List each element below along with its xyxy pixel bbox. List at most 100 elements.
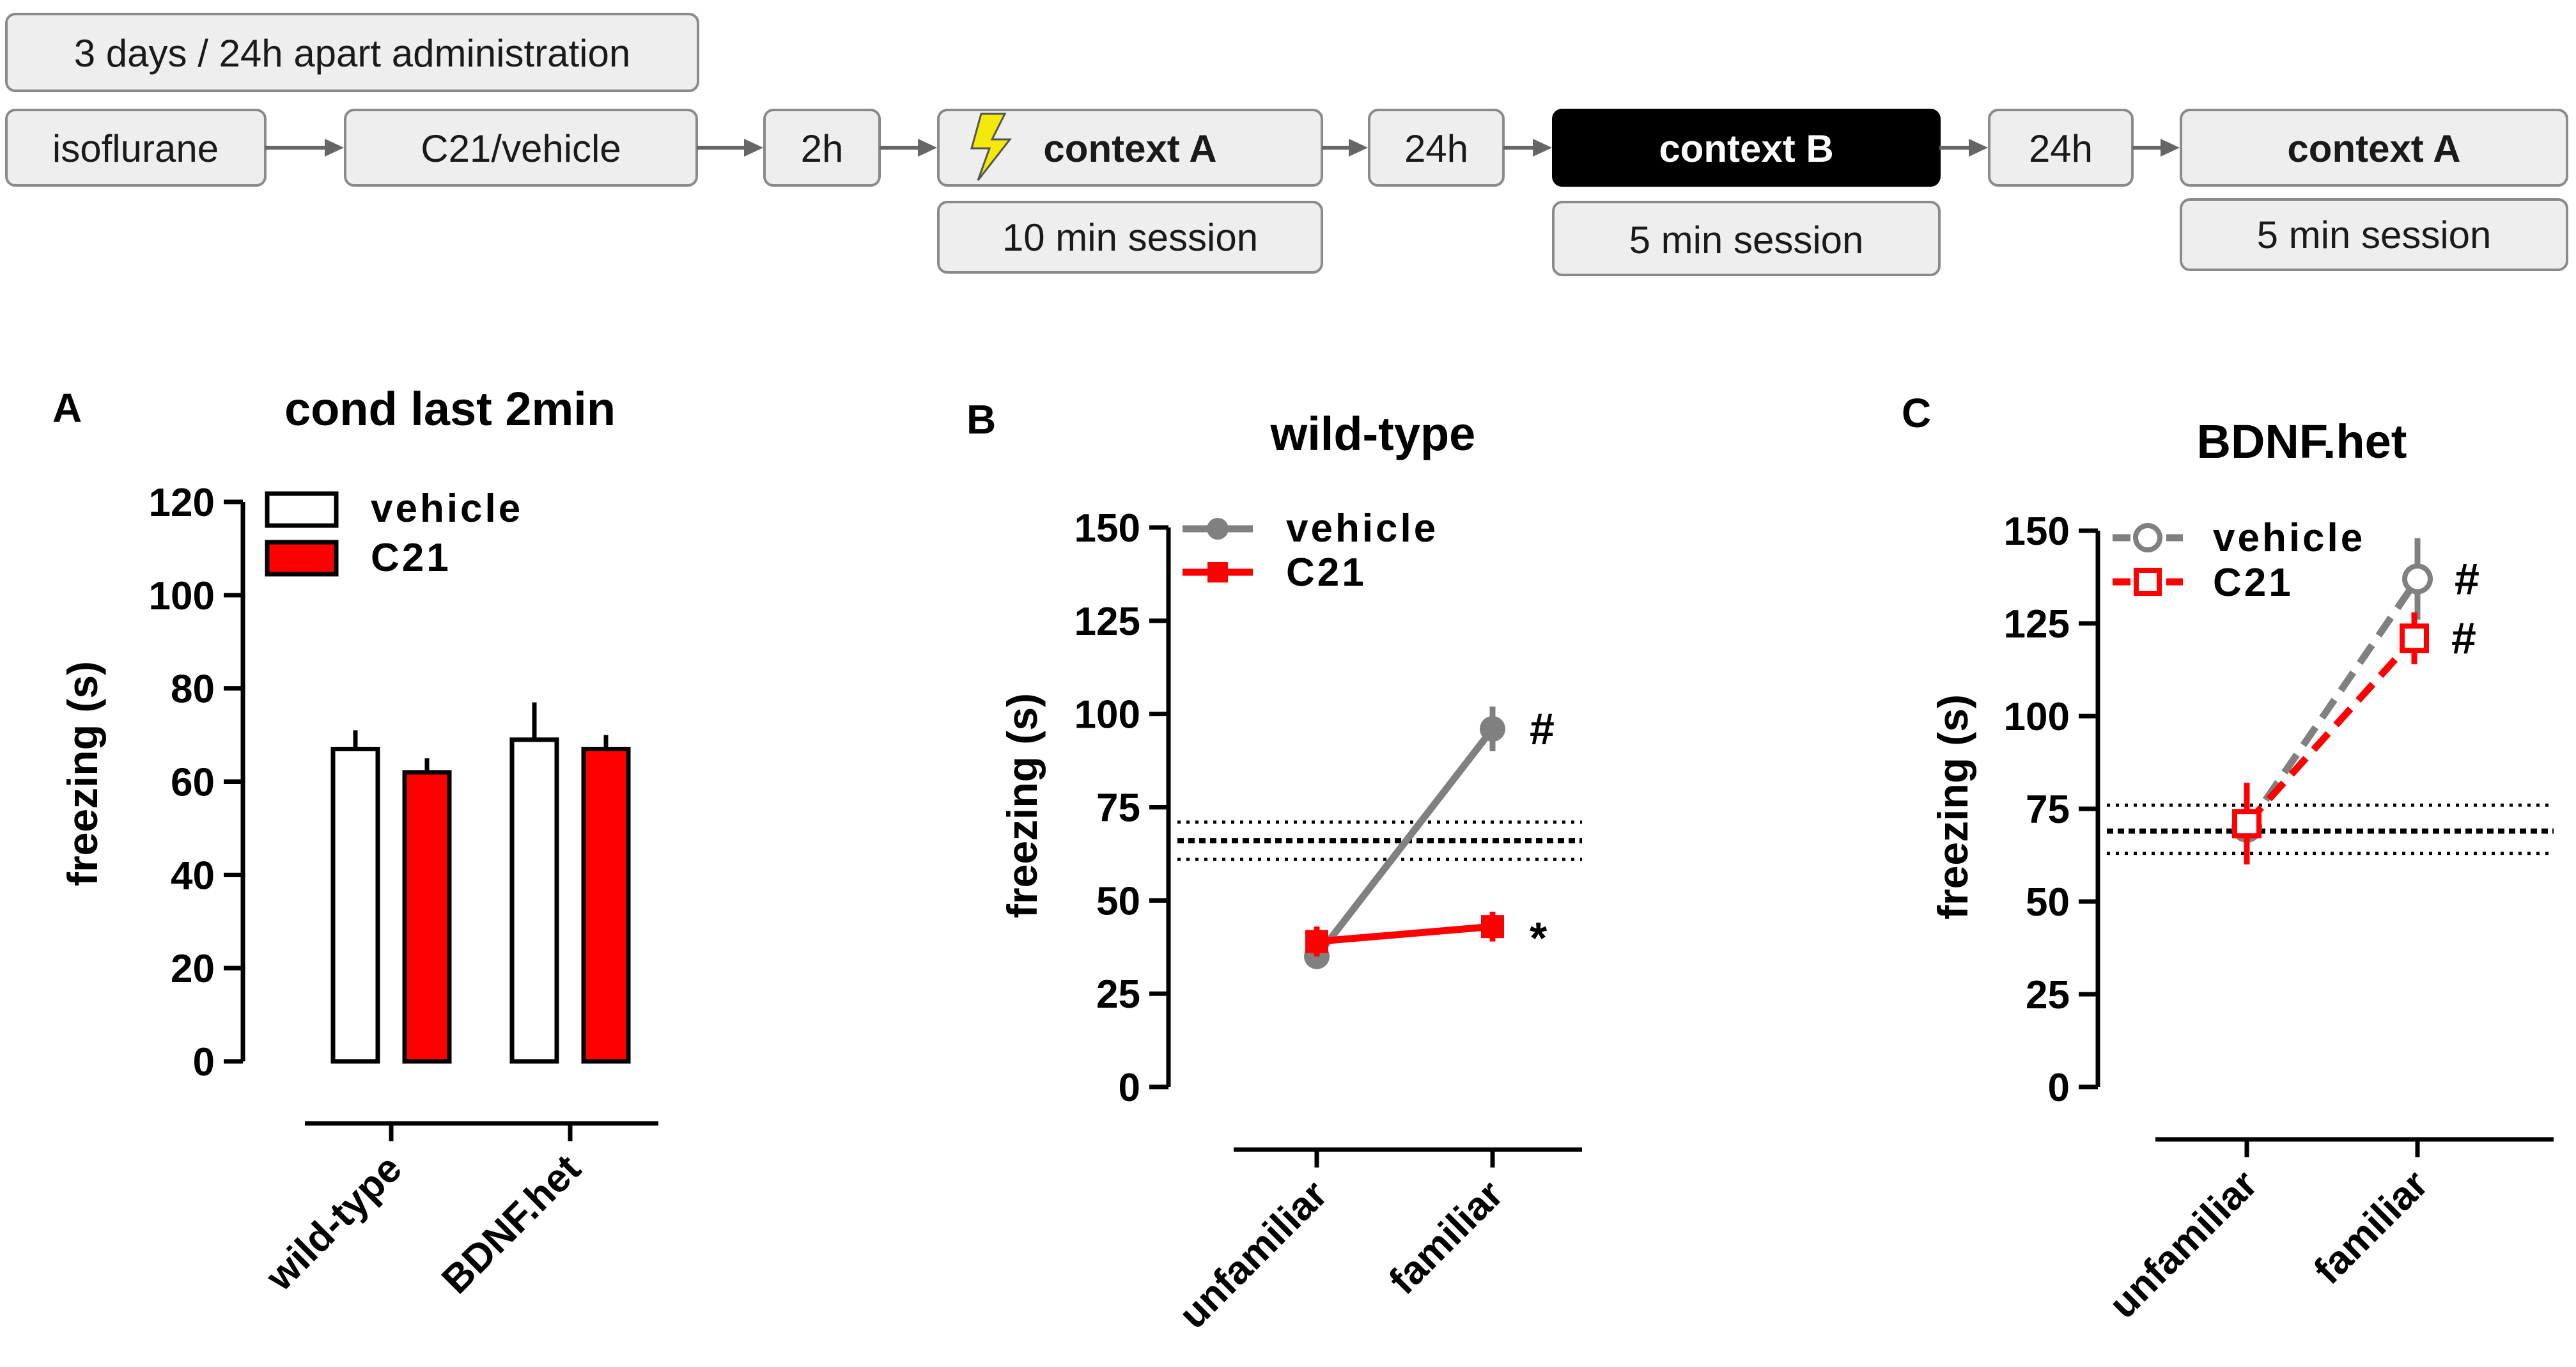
panel-b-legend: vehicle C21 [1183,506,1438,595]
panel-letter-a: A [52,385,82,431]
session-1-box [937,201,1323,274]
panel-b-y-tick-label: 0 [1119,1066,1140,1110]
panel-b-y-tick-label: 75 [1096,786,1140,831]
panel-c-series: ## [2231,538,2479,864]
flow-arrows [265,139,2180,157]
panel-b-y-axis-title: freezing (s) [998,693,1046,918]
panel-a-y-tick-label: 100 [149,574,215,618]
panel-c-point-vehicle [2402,563,2433,595]
panel-b-point-c21 [1305,930,1328,953]
panel-b-series-line-vehicle [1314,726,1496,959]
panel-c-significance-mark-c21: # [2451,613,2476,663]
panel-c-title: BDNF.het [2197,415,2407,468]
legend-label-c21: C21 [371,536,451,580]
panel-letter-b: B [966,396,996,442]
panel-b-y-ticks: 0 25 50 75 100 125 150 [1075,506,1168,1110]
panel-c-legend: vehicle C21 [2113,516,2365,605]
panel-c-significance-mark-vehicle: # [2455,554,2479,604]
panel-a-y-tick-label: 40 [171,854,215,898]
lightning-bolt-icon [970,113,1013,181]
step-context-a-test: context A [2287,127,2460,170]
panel-a-x-category-label: BDNF.het [433,1146,589,1302]
panel-a-legend: vehicle C21 [265,487,523,580]
session-2-label: 5 min session [1629,219,1864,262]
panel-letter-c: C [1902,390,1931,436]
panel-b-baseline-band [1177,820,1582,861]
legend-marker-c21 [2134,568,2162,596]
repeat-label: 3 days / 24h apart administration [74,32,631,75]
panel-a-y-ticks: 0 20 40 60 80 100 120 [149,481,243,1084]
panel-b-series: #* [1304,704,1555,969]
panel-c-y-tick-label: 125 [2004,602,2070,646]
legend-label-vehicle: vehicle [2213,516,2365,560]
panel-a-bar-c21 [581,746,631,1064]
legend-marker-vehicle [1207,518,1229,540]
panel-a-x-categories: wild-type BDNF.het [257,1123,589,1302]
session-1-label: 10 min session [1002,216,1258,259]
panel-c-point-c21 [2400,623,2429,653]
panel-b-point-c21 [1481,915,1504,939]
panel-b-significance-mark-vehicle: # [1530,704,1555,754]
panel-b-y-tick-label: 125 [1075,600,1140,644]
legend-marker-c21 [1207,562,1228,582]
panel-a-title: cond last 2min [284,382,616,435]
step-wait-24h-2: 24h [2029,127,2093,170]
legend-swatch-vehicle [265,491,339,528]
repeat-label-box [5,13,699,92]
panel-c-baseline-band [2107,803,2554,855]
panel-c-y-tick-label: 100 [2004,695,2070,739]
panel-a-x-category-label: wild-type [257,1146,410,1299]
legend-label-c21: C21 [2213,561,2293,605]
panel-c-y-ticks: 0 25 50 75 100 125 150 [2004,510,2098,1110]
panel-a-bar-vehicle [330,746,380,1064]
panel-c-line-chart: C BDNF.het freezing (s) 0 25 50 75 100 125 150… [1902,390,2554,1327]
panel-c-x-category-label: unfamiliar [2101,1162,2266,1327]
panel-c-y-tick-label: 75 [2026,788,2070,832]
panel-c-y-tick-label: 25 [2026,973,2070,1017]
step-isoflurane: isoflurane [52,127,219,170]
panel-a-y-axis-title: freezing (s) [59,661,106,886]
step-wait-24h-1: 24h [1404,127,1468,170]
panel-b-y-tick-label: 100 [1075,693,1140,737]
legend-marker-vehicle [2133,523,2162,552]
panel-b-y-tick-label: 25 [1096,973,1140,1017]
panel-a-y-tick-label: 80 [171,668,215,712]
panel-b-significance-mark-c21: * [1530,913,1548,963]
panel-b-y-tick-label: 50 [1096,879,1140,923]
legend-label-vehicle: vehicle [371,487,523,531]
panel-b-series-line-c21 [1316,923,1493,945]
panel-a-bar-c21 [402,770,452,1064]
panel-c-x-category-label: familiar [2306,1162,2437,1293]
step-context-a-conditioning: context A [1043,127,1216,170]
panel-b-x-category-label: familiar [1381,1172,1512,1303]
session-3-box [2180,198,2568,271]
panel-b-x-categories: unfamiliar familiar [1171,1150,1512,1337]
session-3-label: 5 min session [2257,214,2492,256]
panel-a-bars [330,702,631,1064]
panel-a-y-tick-label: 0 [193,1040,215,1084]
panel-a-bar-chart: A cond last 2min freezing (s) 0 20 40 60 80 1… [52,382,658,1302]
panel-a-y-tick-label: 20 [171,947,215,991]
panel-c-y-tick-label: 0 [2048,1066,2070,1110]
panel-b-title: wild-type [1270,407,1476,460]
step-wait-2h: 2h [801,127,844,170]
panel-a-bar-vehicle [509,737,559,1064]
panel-a-y-tick-label: 120 [149,481,215,525]
session-2-box [1552,201,1941,276]
protocol-timeline: 3 days / 24h apart administration isoflu… [5,13,2568,276]
legend-swatch-c21 [265,540,339,577]
panel-a-y-tick-label: 60 [171,761,215,805]
panel-c-x-categories: unfamiliar familiar [2101,1139,2437,1327]
legend-label-c21: C21 [1286,551,1367,595]
legend-label-vehicle: vehicle [1286,506,1438,551]
panel-c-y-axis-title: freezing (s) [1929,694,1976,919]
panel-c-series-line-c21 [2244,636,2417,826]
panel-b-point-vehicle [1480,716,1505,742]
panel-c-point-c21 [2232,809,2262,839]
panel-b-y-tick-label: 150 [1075,506,1140,551]
panel-c-y-tick-label: 50 [2026,880,2070,925]
panel-b-x-category-label: unfamiliar [1171,1172,1336,1337]
panel-c-series-line-vehicle [2244,577,2421,830]
step-drug: C21/vehicle [421,127,621,170]
